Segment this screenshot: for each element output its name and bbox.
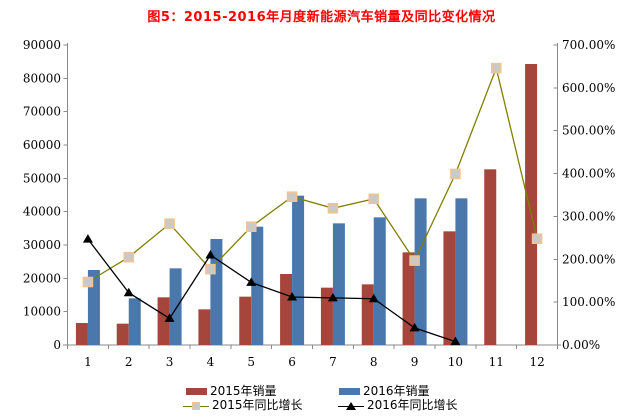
left-axis-tick-label: 10000: [23, 305, 61, 319]
month-label: 2: [125, 355, 133, 369]
legend-triangle-marker-icon: [346, 401, 356, 410]
bar-2015-month-10: [443, 231, 456, 345]
square-marker-icon: [409, 255, 420, 266]
growth-line-2016: [87, 238, 456, 343]
bar-2016-month-9: [414, 198, 427, 345]
bar-2016-month-10: [455, 198, 468, 345]
bar-2015-month-2: [116, 323, 129, 345]
legend-swatch-2016-growth: [338, 401, 364, 411]
left-axis-tick-label: 80000: [23, 71, 61, 85]
triangle-marker-icon: [368, 293, 379, 303]
bar-2016-month-3: [169, 268, 182, 345]
right-axis-tick-label: 100.00%: [562, 295, 615, 309]
triangle-marker-icon: [327, 292, 338, 302]
square-marker-icon: [368, 193, 380, 205]
right-axis-tick-label: 300.00%: [562, 209, 615, 223]
month-label: 12: [529, 355, 544, 369]
square-marker-icon: [286, 191, 298, 203]
month-label: 10: [448, 355, 463, 369]
bar-2015-month-1: [75, 323, 88, 345]
right-axis-tick-label: 200.00%: [562, 252, 615, 266]
legend-swatch-2015-growth: [183, 401, 209, 411]
triangle-marker-icon: [82, 234, 93, 243]
bar-2015-month-8: [361, 284, 374, 345]
right-axis-tick-label: 600.00%: [562, 81, 615, 95]
bar-2016-month-6: [292, 195, 305, 345]
legend-label-2016-sales: 2016年销量: [363, 384, 430, 398]
legend-item-2016-sales: 2016年销量: [339, 385, 430, 398]
square-marker-icon: [450, 168, 461, 180]
right-axis-tick-label: 400.00%: [562, 167, 615, 181]
bar-2015-month-7: [320, 287, 333, 345]
growth-line-2015: [87, 65, 538, 283]
bar-2015-month-4: [198, 309, 211, 345]
month-label: 9: [411, 355, 419, 369]
square-marker-icon: [82, 276, 94, 288]
bar-2016-month-2: [128, 298, 141, 345]
square-marker-icon: [245, 221, 257, 233]
legend-square-marker-icon: [192, 401, 200, 410]
square-marker-icon: [490, 62, 502, 74]
bar-2016-month-7: [332, 223, 345, 345]
left-axis-tick-label: 90000: [23, 38, 61, 52]
bar-2016-month-8: [373, 217, 386, 345]
bar-2015-month-3: [157, 297, 170, 345]
triangle-marker-icon: [205, 250, 216, 259]
legend-label-2015-growth: 2015年同比增长: [212, 398, 303, 412]
triangle-marker-icon: [246, 277, 257, 286]
triangle-marker-icon: [409, 322, 420, 332]
square-marker-icon: [205, 263, 216, 275]
left-axis-tick-label: 60000: [23, 138, 61, 152]
left-axis-tick-label: 50000: [23, 171, 61, 185]
month-label: 5: [247, 355, 255, 369]
legend-swatch-2016-sales: [339, 388, 360, 395]
triangle-marker-icon: [450, 336, 461, 346]
bar-2016-month-5: [251, 226, 264, 345]
square-marker-icon: [327, 202, 339, 214]
legend-label-2015-sales: 2015年销量: [210, 384, 277, 398]
month-label: 11: [489, 355, 504, 369]
left-axis-tick-label: 40000: [23, 205, 61, 219]
month-label: 8: [370, 355, 378, 369]
month-label: 4: [207, 355, 215, 369]
legend-item-2016-growth: 2016年同比增长: [338, 399, 458, 412]
left-axis-tick-label: 30000: [23, 238, 61, 252]
legend-label-2016-growth: 2016年同比增长: [367, 398, 458, 412]
bar-2016-month-1: [87, 270, 100, 345]
square-marker-icon: [531, 233, 543, 245]
right-axis-tick-label: 500.00%: [562, 124, 615, 138]
left-axis-tick-label: 0: [53, 338, 61, 352]
square-marker-icon: [164, 218, 175, 230]
right-axis-tick-label: 0.00%: [562, 338, 600, 352]
triangle-marker-icon: [287, 292, 298, 301]
month-label: 7: [329, 355, 337, 369]
triangle-marker-icon: [164, 313, 175, 322]
square-marker-icon: [123, 251, 135, 263]
month-label: 6: [288, 355, 296, 369]
month-label: 1: [84, 355, 92, 369]
legend-item-2015-sales: 2015年销量: [186, 385, 277, 398]
left-axis-tick-label: 70000: [23, 105, 61, 119]
left-axis-tick-label: 20000: [23, 271, 61, 285]
bar-2015-month-11: [484, 169, 497, 345]
legend-item-2015-growth: 2015年同比增长: [183, 399, 303, 412]
right-axis-tick-label: 700.00%: [562, 38, 615, 52]
month-label: 3: [166, 355, 174, 369]
legend-swatch-2015-sales: [186, 388, 207, 395]
bar-2015-month-12: [525, 64, 538, 345]
triangle-marker-icon: [123, 287, 134, 297]
chart-title: 图5：2015-2016年月度新能源汽车销量及同比变化情况: [147, 10, 496, 25]
bar-2015-month-5: [239, 296, 252, 345]
bar-2015-month-6: [280, 274, 293, 345]
